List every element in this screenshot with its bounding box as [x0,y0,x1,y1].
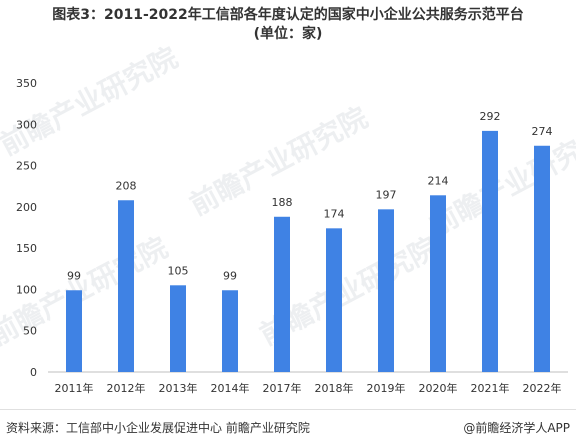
bar-chart: 0 50 100 150 200 250 300 350 99 2011年 208 2012年 105 2… [16,77,568,395]
bar [534,145,550,372]
chart-title: 图表3：2011-2022年工信部各年度认定的国家中小企业公共服务示范平台 (单… [0,6,576,44]
footer: 资料来源：工信部中小企业发展促进中心 前瞻产业研究院 @前瞻经济学人APP [0,409,576,446]
bar [66,290,82,372]
data-label: 174 [324,207,345,220]
bar [430,195,446,372]
bar [222,290,238,372]
bar [378,209,394,372]
bar [118,200,134,372]
y-tick-label: 50 [23,325,37,338]
y-tick-label: 300 [16,118,37,131]
data-label: 292 [480,110,501,123]
data-label: 208 [116,179,137,192]
data-label: 99 [67,269,81,282]
data-label: 274 [532,125,553,138]
x-tick-label: 2021年 [471,381,510,395]
chart-title-main: 图表3：2011-2022年工信部各年度认定的国家中小企业公共服务示范平台 [52,7,524,23]
bar [274,216,290,372]
x-tick-label: 2013年 [159,381,198,395]
brand-label: @前瞻经济学人APP [463,421,570,435]
data-label: 214 [428,174,449,187]
x-tick-label: 2012年 [107,381,146,395]
bar [326,228,342,372]
y-tick-label: 0 [30,366,37,379]
x-tick-label: 2022年 [523,381,562,395]
bar [482,130,498,372]
y-tick-label: 200 [16,201,37,214]
x-tick-label: 2019年 [367,381,406,395]
y-tick-label: 250 [16,160,37,173]
data-label: 105 [168,264,189,277]
y-tick-label: 350 [16,77,37,90]
bar [170,285,186,372]
data-label: 197 [376,188,397,201]
x-tick-label: 2018年 [315,381,354,395]
source-note: 资料来源：工信部中小企业发展促进中心 前瞻产业研究院 [6,421,310,435]
x-tick-label: 2017年 [263,381,302,395]
data-label: 188 [272,196,293,209]
x-tick-label: 2020年 [419,381,458,395]
y-tick-label: 100 [16,283,37,296]
x-tick-label: 2011年 [55,381,94,395]
y-tick-label: 150 [16,242,37,255]
chart-subtitle: (单位：家) [253,26,323,42]
x-tick-label: 2014年 [211,381,250,395]
data-label: 99 [223,269,237,282]
